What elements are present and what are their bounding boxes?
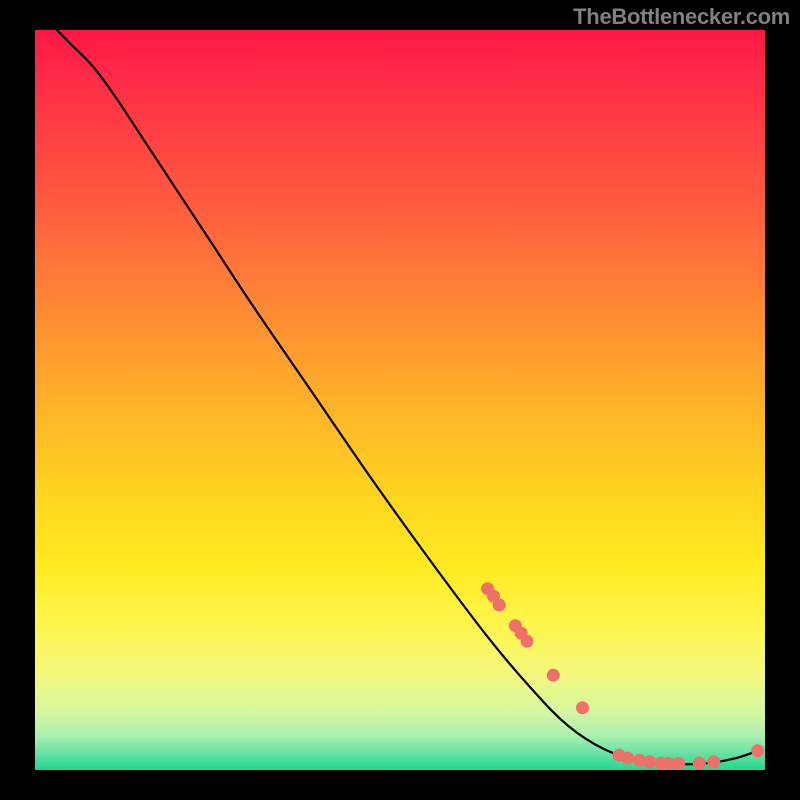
data-marker bbox=[672, 757, 685, 770]
data-marker bbox=[621, 752, 634, 765]
data-marker bbox=[521, 635, 534, 648]
data-marker bbox=[547, 669, 560, 682]
bottleneck-chart bbox=[0, 0, 800, 800]
data-marker bbox=[751, 744, 764, 757]
data-marker bbox=[576, 701, 589, 714]
data-marker bbox=[643, 755, 656, 768]
data-marker bbox=[693, 756, 706, 769]
data-marker bbox=[493, 598, 506, 611]
chart-container: TheBottlenecker.com bbox=[0, 0, 800, 800]
data-marker bbox=[707, 755, 720, 768]
watermark-text: TheBottlenecker.com bbox=[573, 4, 790, 30]
